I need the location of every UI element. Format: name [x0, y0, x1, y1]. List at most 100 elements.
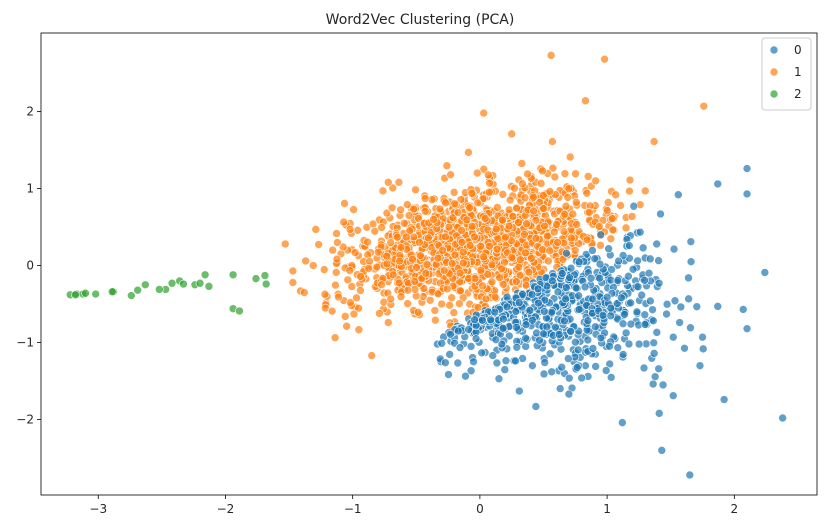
data-point-series-0 — [531, 402, 541, 411]
data-point-series-1 — [388, 183, 398, 193]
data-point-series-0 — [560, 316, 569, 326]
data-point-series-0 — [511, 307, 521, 316]
data-point-series-0 — [540, 358, 550, 367]
data-point-series-0 — [624, 339, 634, 349]
data-point-series-1 — [552, 220, 561, 229]
data-point-series-1 — [520, 230, 529, 239]
y-tick-label: 2 — [26, 105, 34, 119]
data-point-series-1 — [544, 256, 553, 266]
data-point-series-0 — [464, 325, 473, 334]
data-point-series-0 — [596, 333, 606, 343]
data-point-series-1 — [516, 255, 525, 265]
data-point-series-0 — [686, 323, 695, 333]
data-point-series-0 — [553, 287, 563, 297]
data-point-series-1 — [507, 129, 516, 139]
data-point-series-1 — [444, 222, 454, 232]
data-point-series-0 — [618, 418, 627, 427]
data-point-series-1 — [608, 225, 618, 235]
data-point-series-1 — [437, 299, 446, 309]
data-point-series-1 — [386, 238, 396, 247]
data-point-series-1 — [353, 226, 363, 235]
data-point-series-0 — [614, 256, 623, 266]
data-point-series-1 — [470, 232, 479, 242]
data-point-series-0 — [621, 328, 631, 338]
x-tick-label: 2 — [730, 502, 738, 516]
data-point-series-1 — [340, 312, 350, 321]
data-point-series-1 — [431, 315, 440, 325]
data-point-series-1 — [565, 152, 575, 162]
data-point-series-1 — [435, 204, 445, 214]
data-point-series-1 — [512, 277, 521, 286]
data-point-series-0 — [494, 374, 504, 384]
data-point-series-0 — [698, 344, 708, 354]
data-point-series-0 — [580, 282, 590, 292]
data-point-series-1 — [394, 278, 404, 288]
data-point-series-0 — [461, 371, 470, 381]
data-point-series-0 — [470, 315, 479, 325]
data-point-series-1 — [396, 243, 406, 252]
data-point-series-1 — [328, 245, 338, 255]
data-point-series-0 — [490, 307, 500, 317]
data-point-series-1 — [481, 294, 491, 304]
plot-frame — [40, 32, 818, 496]
data-point-series-0 — [634, 339, 644, 349]
data-point-series-1 — [429, 215, 438, 224]
data-point-series-1 — [497, 264, 506, 274]
data-point-series-2 — [204, 282, 214, 291]
data-point-series-0 — [501, 356, 511, 366]
data-point-series-1 — [354, 325, 364, 335]
data-point-series-0 — [640, 310, 650, 320]
data-point-series-1 — [449, 308, 459, 317]
data-point-series-0 — [574, 305, 584, 314]
y-tick-label: −1 — [16, 336, 34, 350]
data-point-series-0 — [521, 342, 530, 351]
data-point-series-1 — [462, 215, 472, 225]
data-point-series-0 — [684, 294, 693, 304]
data-point-series-2 — [195, 278, 205, 288]
data-point-series-1 — [491, 224, 501, 234]
data-point-series-1 — [456, 286, 465, 295]
data-point-series-0 — [542, 322, 552, 332]
data-point-series-0 — [540, 307, 549, 316]
data-point-series-1 — [411, 185, 420, 195]
data-point-series-0 — [686, 257, 696, 266]
data-point-series-0 — [466, 366, 476, 376]
data-point-series-1 — [308, 261, 318, 270]
data-point-series-1 — [314, 240, 323, 249]
data-point-series-1 — [377, 223, 386, 232]
data-point-series-0 — [606, 373, 616, 382]
data-point-series-1 — [487, 277, 497, 287]
data-point-series-1 — [465, 203, 475, 212]
data-point-series-1 — [520, 193, 530, 203]
data-point-series-1 — [611, 190, 620, 200]
data-point-series-1 — [420, 206, 430, 216]
data-point-series-0 — [528, 361, 537, 370]
data-point-series-0 — [633, 282, 643, 292]
data-point-series-1 — [383, 318, 393, 327]
data-point-series-2 — [260, 271, 270, 280]
data-point-series-1 — [372, 262, 382, 272]
data-point-series-1 — [602, 206, 612, 215]
x-tick-label: 0 — [476, 502, 484, 516]
data-point-series-0 — [654, 256, 663, 265]
data-point-series-0 — [533, 284, 543, 294]
data-point-series-1 — [524, 267, 534, 277]
data-point-series-0 — [695, 361, 705, 370]
data-point-series-0 — [591, 362, 600, 371]
data-point-series-0 — [498, 323, 508, 333]
data-point-series-1 — [514, 218, 523, 227]
data-point-series-0 — [492, 358, 502, 368]
data-point-series-0 — [670, 296, 680, 306]
data-point-series-1 — [332, 229, 341, 238]
data-point-series-0 — [618, 350, 628, 359]
data-point-series-0 — [453, 358, 463, 368]
data-point-series-1 — [529, 192, 538, 202]
data-point-series-1 — [319, 265, 329, 274]
data-point-series-1 — [288, 278, 298, 287]
data-point-series-0 — [571, 337, 580, 347]
data-point-series-0 — [648, 305, 657, 314]
data-point-series-1 — [495, 273, 504, 282]
data-point-series-0 — [548, 276, 557, 286]
data-point-series-0 — [674, 190, 683, 199]
